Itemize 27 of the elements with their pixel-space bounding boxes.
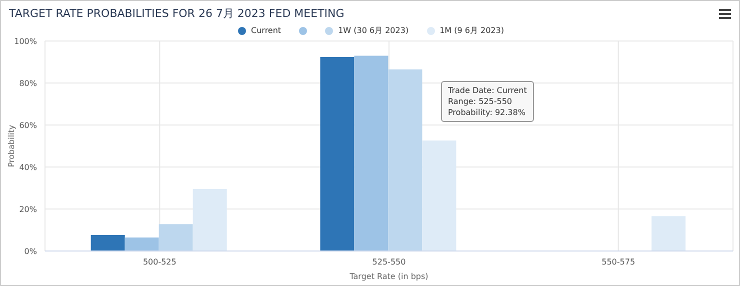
y-tick-label: 20% xyxy=(19,204,38,214)
bar xyxy=(652,216,686,251)
annotation: Range: 525-550 xyxy=(448,96,514,107)
y-tick-label: 80% xyxy=(19,78,38,88)
bar xyxy=(320,57,354,251)
x-tick-label: 525-550 xyxy=(372,258,406,267)
bar xyxy=(354,56,388,251)
y-tick-label: 100% xyxy=(14,36,38,46)
annotation: Probability: 92.38% xyxy=(448,107,526,118)
x-tick-label: 550-575 xyxy=(602,258,636,267)
bar xyxy=(90,235,125,251)
x-axis-title: Target Rate (in bps) xyxy=(348,272,428,281)
annotation: Trade Date: Current xyxy=(448,85,527,96)
x-tick-label: 500-525 xyxy=(142,258,176,267)
y-tick-label: 40% xyxy=(19,162,38,172)
bar xyxy=(192,189,227,251)
chart-title: TARGET RATE PROBABILITIES FOR 26 7月 2023 FED MEETING xyxy=(9,6,344,21)
bar xyxy=(124,238,159,251)
y-tick-label: 60% xyxy=(19,120,38,130)
bar xyxy=(388,69,422,251)
y-axis-title: Probability xyxy=(6,124,16,168)
bar xyxy=(158,224,193,251)
legend-label: 1W (30 6月 2023) xyxy=(338,25,409,36)
y-tick-label: 0% xyxy=(24,246,38,256)
bar xyxy=(422,140,456,251)
legend-label: 1M (9 6月 2023) xyxy=(440,25,504,36)
legend-label: Current xyxy=(251,26,282,35)
